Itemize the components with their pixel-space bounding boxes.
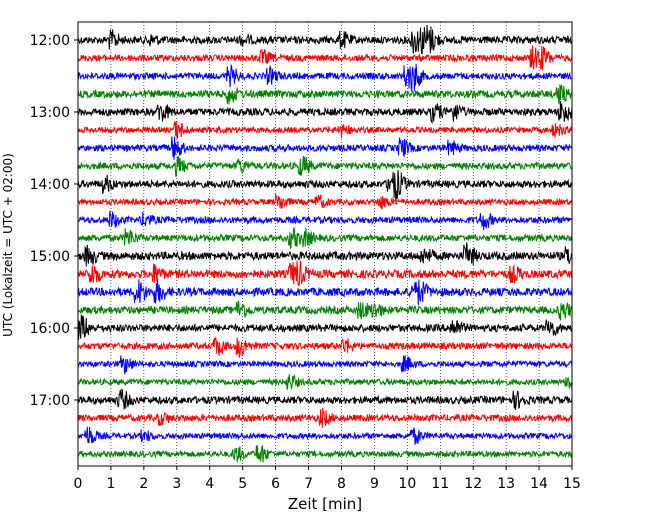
x-tick-label: 15 — [563, 476, 581, 492]
trace-17:30 — [77, 426, 573, 445]
x-axis-ticks: 0 1 2 3 4 5 6 7 8 9 10 11 12 13 14 15 — [74, 466, 581, 492]
trace-13:45 — [77, 155, 573, 177]
y-tick-label: 12:00 — [30, 33, 70, 49]
trace-12:00 — [77, 24, 573, 55]
y-tick-label: 16:00 — [30, 321, 70, 337]
y-tick-label: 13:00 — [30, 105, 70, 121]
trace-14:30 — [77, 210, 573, 231]
x-tick-label: 3 — [172, 476, 181, 492]
x-tick-label: 10 — [398, 476, 416, 492]
trace-13:30 — [77, 136, 573, 160]
trace-14:45 — [77, 227, 573, 250]
trace-14:00 — [77, 169, 573, 202]
trace-16:45 — [77, 374, 573, 391]
vertical-grid — [110, 22, 540, 466]
trace-15:30 — [77, 279, 573, 305]
trace-12:30 — [77, 63, 573, 92]
x-tick-label: 4 — [205, 476, 214, 492]
y-tick-label: 17:00 — [30, 393, 70, 409]
y-tick-label: 14:00 — [30, 177, 70, 193]
trace-16:30 — [77, 355, 573, 376]
y-axis-ticks: 12:00 13:00 14:00 15:00 16:00 17:00 — [30, 33, 78, 409]
x-tick-label: 12 — [464, 476, 482, 492]
plot-frame — [77, 21, 573, 467]
x-tick-label: 14 — [530, 476, 548, 492]
x-tick-label: 7 — [304, 476, 313, 492]
x-tick-label: 1 — [106, 476, 115, 492]
x-axis-label: Zeit [min] — [288, 495, 362, 513]
trace-16:00 — [77, 314, 573, 340]
trace-17:15 — [77, 407, 573, 428]
y-tick-label: 15:00 — [30, 249, 70, 265]
x-tick-label: 0 — [74, 476, 83, 492]
trace-15:15 — [77, 260, 573, 287]
x-tick-label: 11 — [431, 476, 449, 492]
x-tick-label: 8 — [337, 476, 346, 492]
trace-15:00 — [77, 242, 573, 267]
trace-13:00 — [77, 101, 573, 125]
trace-14:15 — [77, 192, 573, 210]
x-tick-label: 2 — [139, 476, 148, 492]
y-axis-label: UTC (Lokalzeit = UTC + 02:00) — [1, 153, 15, 337]
trace-12:15 — [77, 45, 573, 71]
x-tick-label: 13 — [497, 476, 515, 492]
trace-13:15 — [77, 120, 573, 139]
trace-17:45 — [77, 444, 573, 463]
trace-12:45 — [77, 84, 573, 105]
trace-17:00 — [77, 388, 573, 411]
x-tick-label: 6 — [271, 476, 280, 492]
seismogram-traces — [77, 24, 573, 463]
trace-15:45 — [77, 299, 573, 321]
x-tick-label: 5 — [238, 476, 247, 492]
trace-16:15 — [77, 336, 573, 358]
x-tick-label: 9 — [370, 476, 379, 492]
